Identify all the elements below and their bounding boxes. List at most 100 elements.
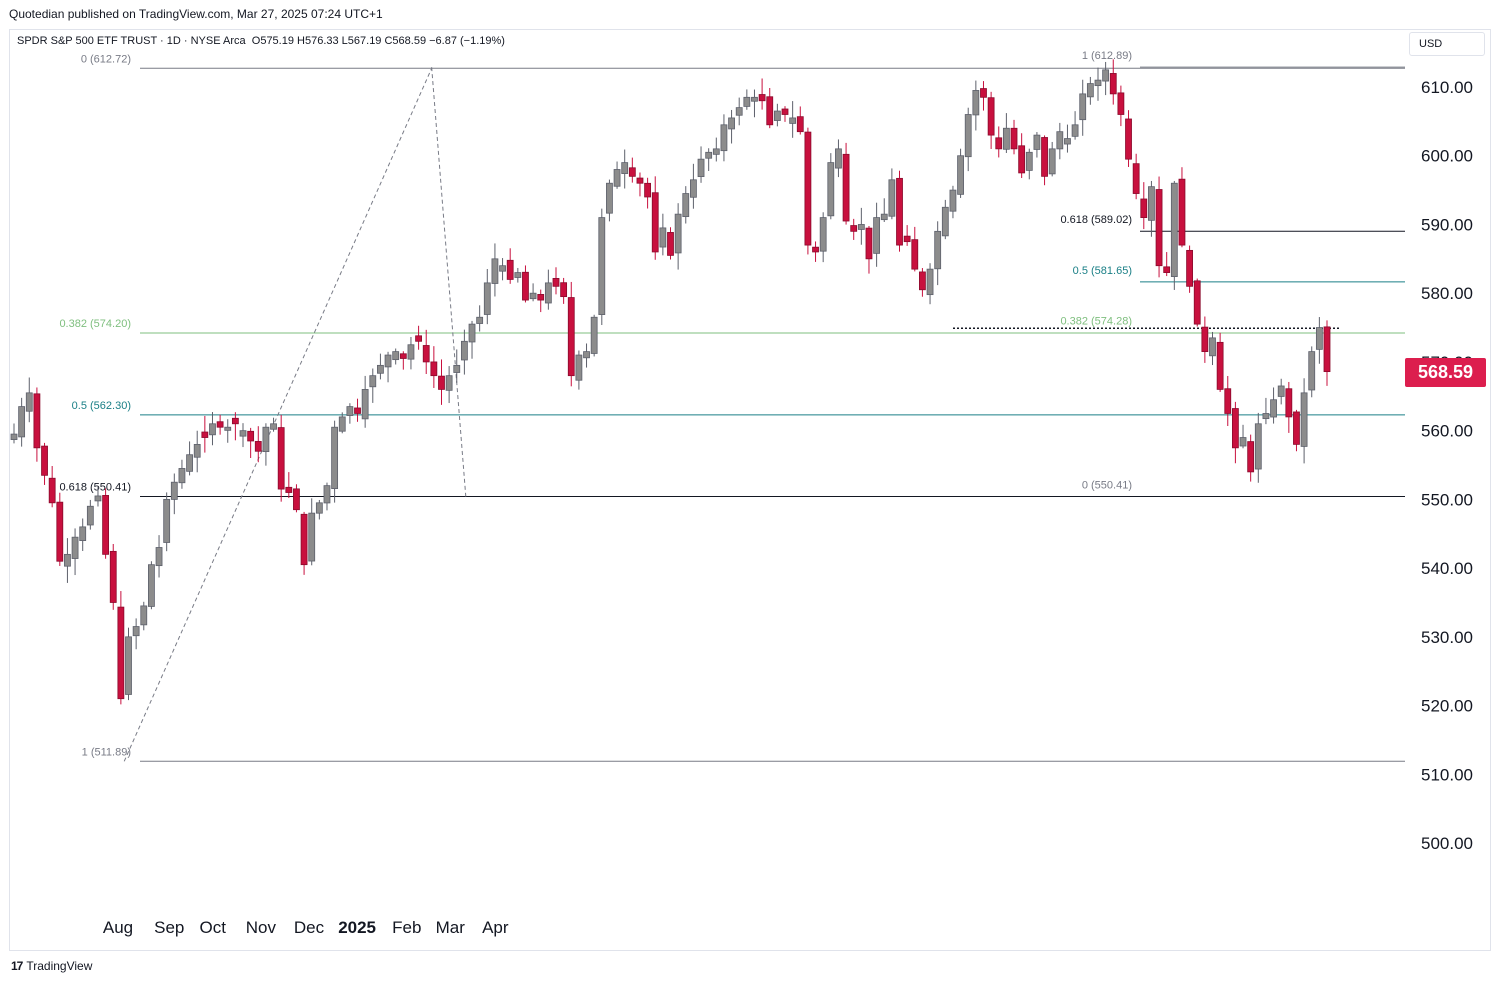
candle bbox=[64, 538, 71, 583]
candle bbox=[1201, 316, 1209, 363]
candle-body bbox=[308, 512, 316, 562]
candle-body bbox=[262, 426, 270, 453]
y-tick-label: 520.00 bbox=[1421, 697, 1473, 716]
candle bbox=[941, 199, 949, 240]
candle-body bbox=[369, 375, 377, 388]
candle-body bbox=[773, 110, 781, 121]
candle bbox=[690, 163, 697, 209]
fib-label-right-0.618: 0.618 (589.02) bbox=[1060, 214, 1132, 226]
candle bbox=[766, 88, 774, 129]
candle bbox=[842, 142, 850, 225]
candle bbox=[506, 248, 514, 284]
candle bbox=[338, 412, 346, 434]
candle bbox=[468, 320, 476, 359]
candle-body bbox=[109, 550, 117, 603]
candle bbox=[148, 561, 155, 610]
candle-body bbox=[1315, 327, 1323, 350]
x-tick-label: Oct bbox=[199, 918, 226, 937]
candle bbox=[1048, 141, 1056, 177]
candle-body bbox=[522, 271, 529, 301]
candle-body bbox=[667, 232, 674, 256]
currency-selector[interactable]: USD bbox=[1409, 32, 1485, 56]
candle-body bbox=[102, 495, 110, 555]
candle bbox=[300, 511, 308, 575]
candle bbox=[354, 398, 361, 422]
fib-label-left-0.5: 0.5 (562.30) bbox=[72, 400, 131, 412]
candle-body bbox=[117, 606, 125, 700]
candle-body bbox=[1002, 127, 1010, 150]
candle bbox=[773, 103, 781, 127]
y-tick-label: 530.00 bbox=[1421, 628, 1473, 647]
candle-body bbox=[407, 344, 415, 360]
candle-body bbox=[873, 217, 881, 254]
candle bbox=[987, 91, 995, 149]
candle-body bbox=[796, 116, 804, 133]
candle-body bbox=[1155, 189, 1163, 267]
candle bbox=[361, 375, 369, 428]
candle-body bbox=[628, 167, 636, 177]
candle bbox=[140, 601, 148, 631]
candle-body bbox=[560, 282, 568, 298]
candle-body bbox=[1323, 326, 1331, 373]
y-tick-label: 610.00 bbox=[1421, 78, 1473, 97]
candle bbox=[41, 442, 48, 485]
candle bbox=[934, 221, 942, 286]
candle bbox=[293, 484, 300, 513]
candle bbox=[575, 350, 583, 390]
candle-body bbox=[254, 441, 262, 452]
candle bbox=[1102, 61, 1110, 96]
candle bbox=[1308, 346, 1316, 398]
candle bbox=[1018, 133, 1026, 179]
candle bbox=[606, 179, 613, 222]
candle bbox=[636, 172, 644, 197]
candle bbox=[1193, 278, 1201, 327]
candle-body bbox=[453, 364, 461, 373]
candle bbox=[186, 441, 193, 476]
candle-body bbox=[10, 433, 18, 440]
candle bbox=[560, 277, 568, 304]
candle bbox=[728, 109, 735, 144]
candle bbox=[1064, 124, 1071, 153]
ohlc-values: O575.19 H576.33 L567.19 C568.59 −6.87 (−… bbox=[251, 35, 505, 47]
candle-body bbox=[934, 230, 942, 270]
candle-body bbox=[1140, 198, 1148, 218]
candle-body bbox=[1178, 178, 1186, 246]
candle bbox=[1002, 113, 1010, 153]
candle-body bbox=[25, 392, 33, 412]
candle-body bbox=[880, 213, 888, 221]
candle-body bbox=[377, 364, 384, 374]
candle bbox=[270, 417, 277, 432]
candle-body bbox=[338, 416, 346, 432]
candle bbox=[323, 482, 331, 511]
y-tick-label: 540.00 bbox=[1421, 559, 1473, 578]
candle-body bbox=[94, 495, 102, 502]
candle-body bbox=[247, 430, 255, 442]
candle-body bbox=[705, 151, 713, 159]
candle-body bbox=[1285, 388, 1293, 418]
candle bbox=[415, 325, 422, 350]
candle bbox=[857, 207, 865, 245]
candle bbox=[178, 459, 186, 489]
candle-body bbox=[33, 393, 41, 449]
candle bbox=[491, 243, 499, 297]
candle bbox=[888, 168, 896, 220]
candle-body bbox=[1148, 186, 1155, 221]
candle-body bbox=[277, 427, 285, 490]
candle-body bbox=[460, 340, 468, 361]
candle bbox=[735, 97, 743, 126]
candle-body bbox=[636, 177, 644, 184]
candle bbox=[896, 170, 903, 252]
candle bbox=[377, 353, 384, 380]
candle-body bbox=[1254, 423, 1262, 470]
candle bbox=[231, 412, 239, 441]
candle-body bbox=[941, 206, 949, 237]
candle bbox=[1109, 59, 1117, 105]
symbol-name: SPDR S&P 500 ETF TRUST · 1D · NYSE Arca bbox=[17, 35, 246, 47]
candle-body bbox=[514, 272, 522, 278]
candle bbox=[712, 137, 720, 162]
candle-body bbox=[315, 502, 323, 514]
y-tick-label: 590.00 bbox=[1421, 215, 1473, 234]
candle bbox=[1285, 381, 1293, 433]
candle bbox=[48, 466, 56, 508]
